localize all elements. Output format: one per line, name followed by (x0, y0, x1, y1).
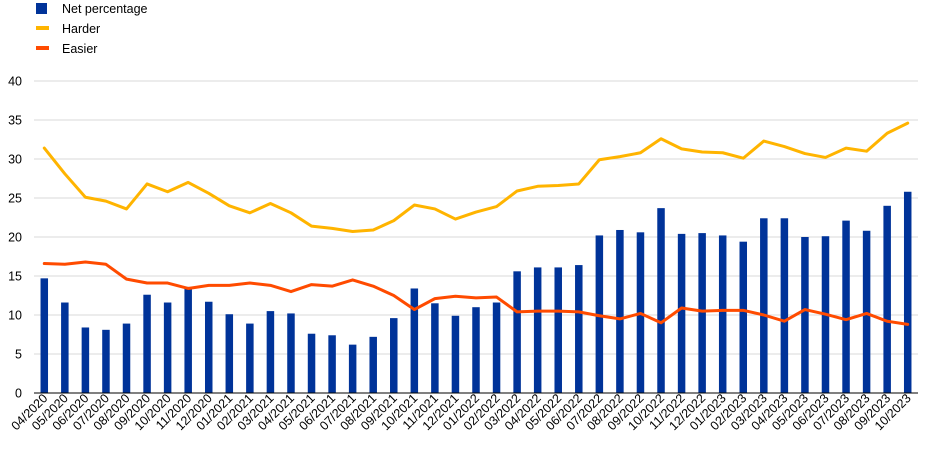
bar-net-percentage (492, 302, 501, 393)
bar-net-percentage (698, 233, 706, 393)
bar-net-percentage (554, 267, 562, 393)
legend-swatch-easier (36, 46, 49, 50)
bar-net-percentage (102, 329, 110, 393)
y-tick-label: 5 (15, 348, 22, 362)
gridlines (34, 80, 918, 355)
y-tick-label: 30 (8, 153, 22, 167)
line-series (42, 121, 910, 326)
bar-net-percentage (61, 302, 69, 393)
bar-net-percentage (287, 313, 295, 393)
bar-net-percentage (616, 229, 624, 393)
bar-net-percentage (225, 314, 234, 393)
legend-swatch-harder (36, 26, 49, 30)
bar-net-percentage (246, 323, 254, 393)
y-tick-label: 40 (8, 75, 22, 89)
bars-net-percentage (40, 191, 912, 393)
bar-net-percentage (862, 230, 871, 393)
y-tick-label: 25 (8, 192, 22, 206)
bar-net-percentage (513, 271, 521, 393)
bar-net-percentage (657, 208, 665, 393)
bar-net-percentage (81, 327, 90, 393)
bar-net-percentage (533, 267, 542, 393)
bar-net-percentage (369, 336, 377, 393)
line-harder (42, 121, 910, 234)
bar-net-percentage (903, 191, 912, 393)
y-tick-label: 10 (8, 309, 22, 323)
bar-net-percentage (40, 278, 49, 393)
legend: Net percentage Harder Easier (36, 2, 148, 56)
bar-net-percentage (801, 237, 809, 393)
legend-label-harder: Harder (62, 22, 100, 36)
bar-net-percentage (348, 344, 357, 393)
legend-swatch-net-percentage (36, 3, 47, 14)
bar-net-percentage (472, 307, 480, 393)
bar-net-percentage (842, 220, 850, 393)
y-tick-label: 35 (8, 114, 22, 128)
legend-label-easier: Easier (62, 42, 97, 56)
line-easier (42, 260, 910, 326)
legend-label-net-percentage: Net percentage (62, 2, 148, 16)
y-axis-tick-labels: 0 5 10 15 20 25 30 35 40 (8, 75, 22, 401)
bar-net-percentage (307, 333, 316, 393)
x-axis-tick-labels: 04/202005/202006/202007/202008/202009/20… (9, 391, 914, 433)
bar-net-percentage (739, 241, 748, 393)
y-tick-label: 0 (15, 387, 22, 401)
y-tick-label: 15 (8, 270, 22, 284)
bar-net-percentage (143, 294, 151, 393)
bar-net-percentage (760, 218, 768, 393)
bar-net-percentage (677, 233, 686, 393)
bar-net-percentage (431, 303, 439, 393)
y-tick-label: 20 (8, 231, 22, 245)
bar-net-percentage (390, 318, 398, 393)
bar-net-percentage (575, 265, 583, 393)
bar-net-percentage (184, 286, 192, 393)
bar-net-percentage (780, 218, 789, 393)
bar-net-percentage (883, 205, 891, 393)
bar-net-percentage (328, 335, 336, 393)
bar-net-percentage (204, 301, 213, 393)
bar-net-percentage (451, 315, 460, 393)
bar-net-percentage (122, 323, 131, 393)
bar-net-percentage (410, 288, 419, 393)
bar-net-percentage (163, 302, 172, 393)
bar-net-percentage (266, 311, 275, 393)
bar-net-percentage (595, 235, 604, 393)
bar-net-percentage (718, 235, 727, 393)
